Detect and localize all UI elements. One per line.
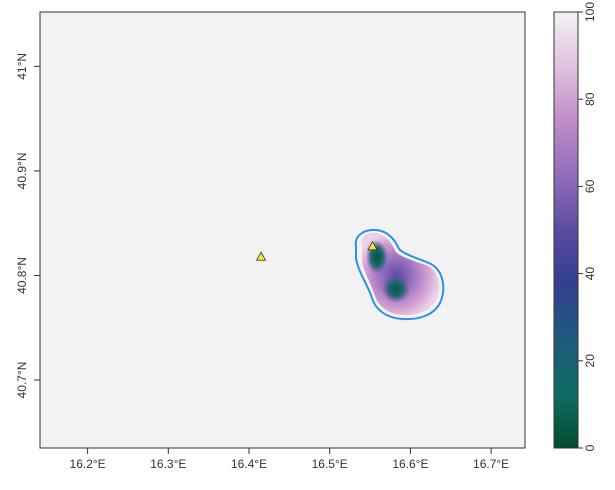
location-triangle-marker [367,240,378,251]
density-core-south [382,275,410,303]
y-tick-label: 40.7°N [15,362,29,399]
legend-tick-label: 20 [583,354,597,368]
raster-background [40,12,525,448]
legend-border [553,11,579,449]
y-axis: 40.7°N 40.8°N 40.9°N 41°N [15,53,40,398]
y-tick-label: 41°N [15,53,29,80]
x-tick-label: 16.5°E [312,457,348,471]
x-axis: 16.2°E 16.3°E 16.4°E 16.5°E 16.6°E 16.7°E [70,448,509,471]
color-legend: 0 20 40 60 80 100 [553,2,597,451]
x-tick-label: 16.6°E [392,457,428,471]
y-tick-label: 40.8°N [15,257,29,294]
raster-surface [354,228,445,321]
x-tick-label: 16.2°E [70,457,106,471]
contour-line [354,228,445,321]
x-tick-label: 16.3°E [150,457,186,471]
x-tick-label: 16.4°E [231,457,267,471]
legend-tick-label: 60 [583,179,597,193]
legend-ticks: 0 20 40 60 80 100 [578,2,597,451]
map-panel [39,11,526,449]
legend-tick-label: 100 [583,2,597,22]
location-triangle-marker [255,251,267,261]
legend-tick-label: 80 [583,92,597,106]
legend-tick-label: 0 [583,444,597,451]
plot-border [39,11,526,449]
density-core-north [366,240,388,274]
y-tick-label: 40.9°N [15,153,29,190]
legend-tick-label: 40 [583,267,597,281]
points-layer [255,240,378,261]
x-tick-label: 16.7°E [473,457,509,471]
legend-color-bar [554,12,578,448]
